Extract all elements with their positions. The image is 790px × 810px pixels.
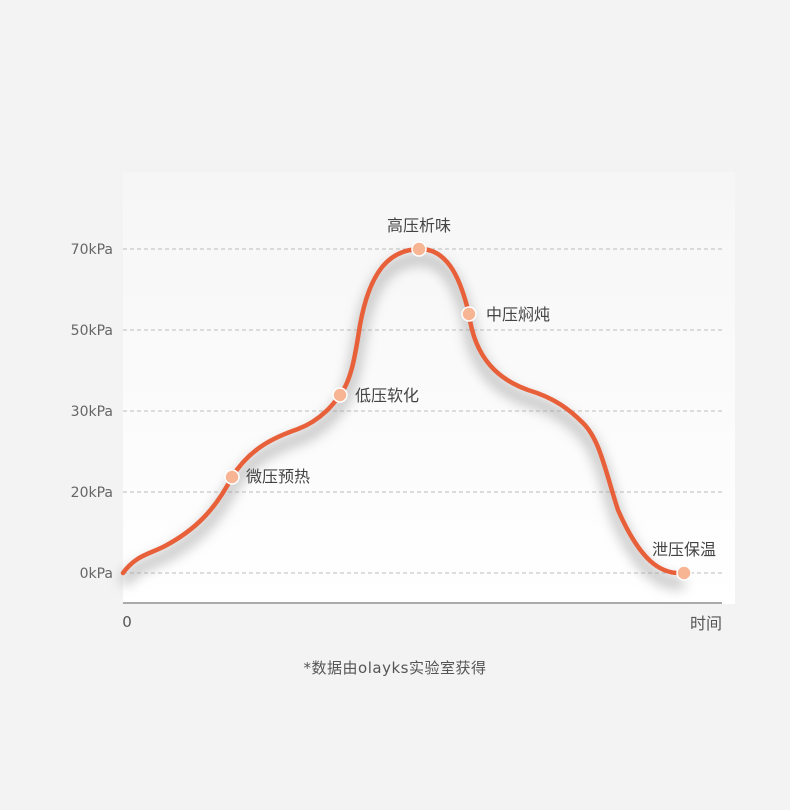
y-tick-label: 50kPa: [71, 323, 113, 339]
x-axis-title: 时间: [690, 614, 722, 633]
curve-shadow: [118, 253, 685, 590]
y-tick-label: 70kPa: [71, 242, 113, 258]
stage-label: 中压焖炖: [486, 305, 550, 324]
stage-marker: [676, 565, 692, 581]
y-tick-label: 20kPa: [71, 485, 113, 501]
stage-label: 低压软化: [355, 386, 419, 405]
data-source-footnote: *数据由olayks实验室获得: [303, 659, 487, 677]
stage-marker: [411, 241, 427, 257]
stage-label: 泄压保温: [652, 540, 716, 559]
stage-marker: [461, 306, 477, 322]
y-tick-label: 30kPa: [71, 404, 113, 420]
plot-background: [123, 172, 735, 604]
stage-marker: [224, 469, 240, 485]
x-origin-label: 0: [122, 613, 132, 631]
stage-marker: [332, 387, 348, 403]
y-tick-label: 0kPa: [80, 566, 113, 582]
stage-label: 高压析味: [387, 216, 451, 235]
stage-label: 微压预热: [246, 467, 310, 486]
